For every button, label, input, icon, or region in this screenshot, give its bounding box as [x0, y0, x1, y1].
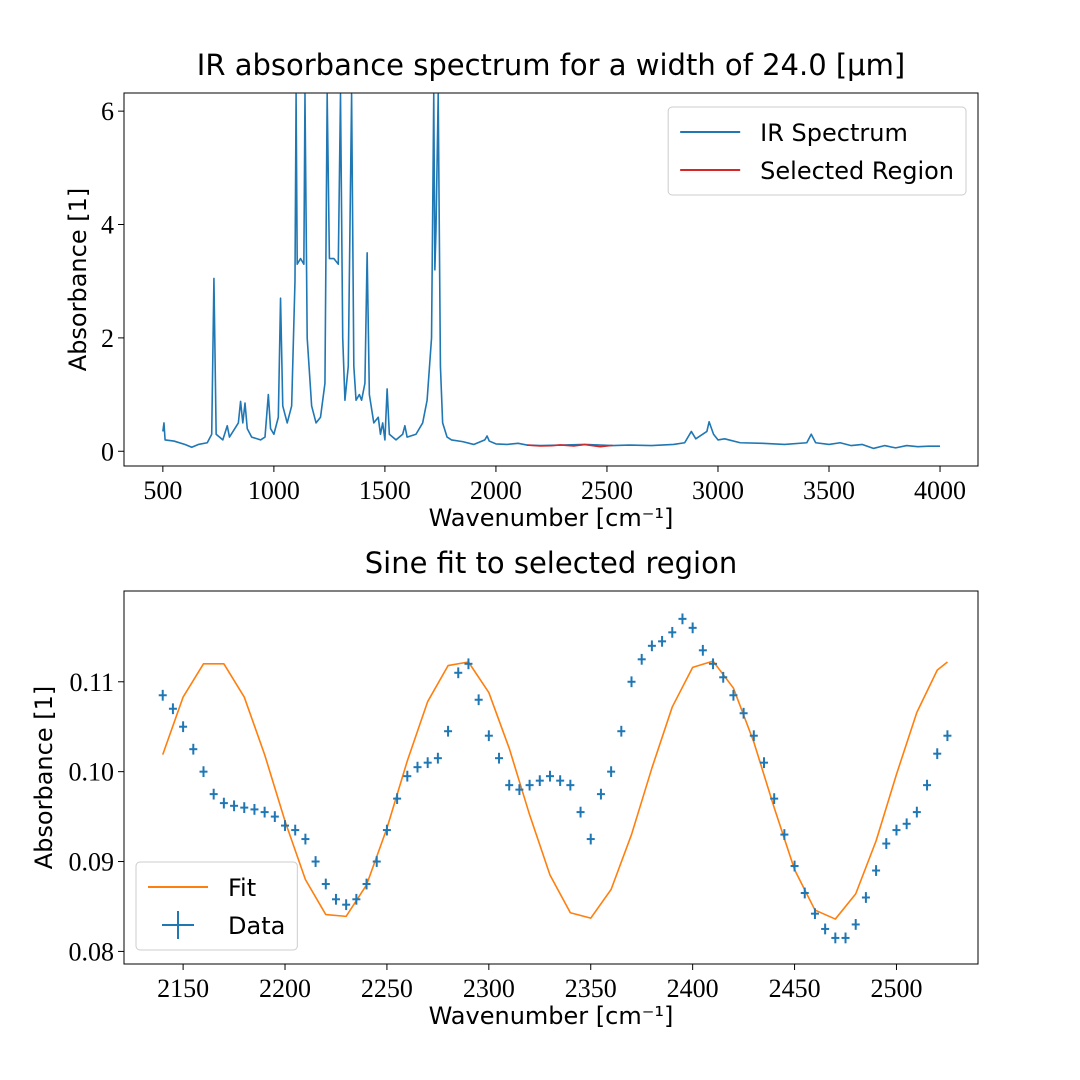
legend-label: Data — [228, 912, 285, 940]
y-tick-label: 0.09 — [69, 848, 115, 877]
x-tick-label: 2000 — [470, 476, 522, 505]
x-tick-label: 2500 — [581, 476, 633, 505]
legend-box — [135, 861, 298, 951]
data-line — [526, 443, 613, 448]
x-tick-label: 2200 — [259, 974, 311, 1003]
x-tick-label: 4000 — [914, 476, 966, 505]
y-tick-label: 0.08 — [69, 937, 115, 966]
data-line — [162, 93, 941, 450]
x-tick-label: 1000 — [248, 476, 300, 505]
x-tick-label: 1500 — [359, 476, 411, 505]
axes-frame — [123, 92, 979, 467]
x-tick-label: 2250 — [361, 974, 413, 1003]
x-axis-label: Wavenumber [cm⁻¹] — [429, 1002, 674, 1030]
x-tick-label: 3500 — [803, 476, 855, 505]
y-axis-label: Absorbance [1] — [64, 188, 92, 371]
errorbar-series — [158, 613, 952, 944]
plot-area — [162, 93, 941, 450]
y-tick-label: 0 — [101, 437, 114, 466]
axes: Sine fit to selected region Wavenumber [c… — [30, 546, 979, 1030]
axes: IR absorbance spectrum for a width of 24… — [64, 48, 979, 532]
x-tick-label: 3000 — [692, 476, 744, 505]
y-axis-label: Absorbance [1] — [30, 686, 58, 869]
y-tick-label: 2 — [101, 324, 114, 353]
x-tick-label: 2350 — [565, 974, 617, 1003]
legend: IR Spectrum Selected Region — [667, 106, 967, 196]
y-tick-label: 6 — [101, 97, 114, 126]
x-tick-label: 2400 — [667, 974, 719, 1003]
y-tick-label: 4 — [101, 211, 114, 240]
y-tick-label: 0.11 — [69, 668, 114, 697]
axes-frame — [123, 590, 979, 965]
legend-box — [667, 106, 967, 196]
legend-label: IR Spectrum — [760, 119, 908, 147]
chart-title: Sine fit to selected region — [365, 546, 737, 580]
y-tick-label: 0.10 — [69, 758, 115, 787]
x-axis-label: Wavenumber [cm⁻¹] — [429, 504, 674, 532]
data-line — [161, 660, 948, 920]
legend-label: Selected Region — [760, 157, 954, 185]
x-tick-label: 2150 — [157, 974, 209, 1003]
legend-label: Fit — [228, 874, 256, 902]
legend: Fit Data — [135, 861, 298, 951]
x-tick-label: 2500 — [870, 974, 922, 1003]
chart-title: IR absorbance spectrum for a width of 24… — [197, 48, 905, 82]
plot-area — [158, 613, 952, 944]
x-tick-label: 2300 — [463, 974, 515, 1003]
x-tick-label: 500 — [143, 476, 182, 505]
x-tick-label: 2450 — [769, 974, 821, 1003]
